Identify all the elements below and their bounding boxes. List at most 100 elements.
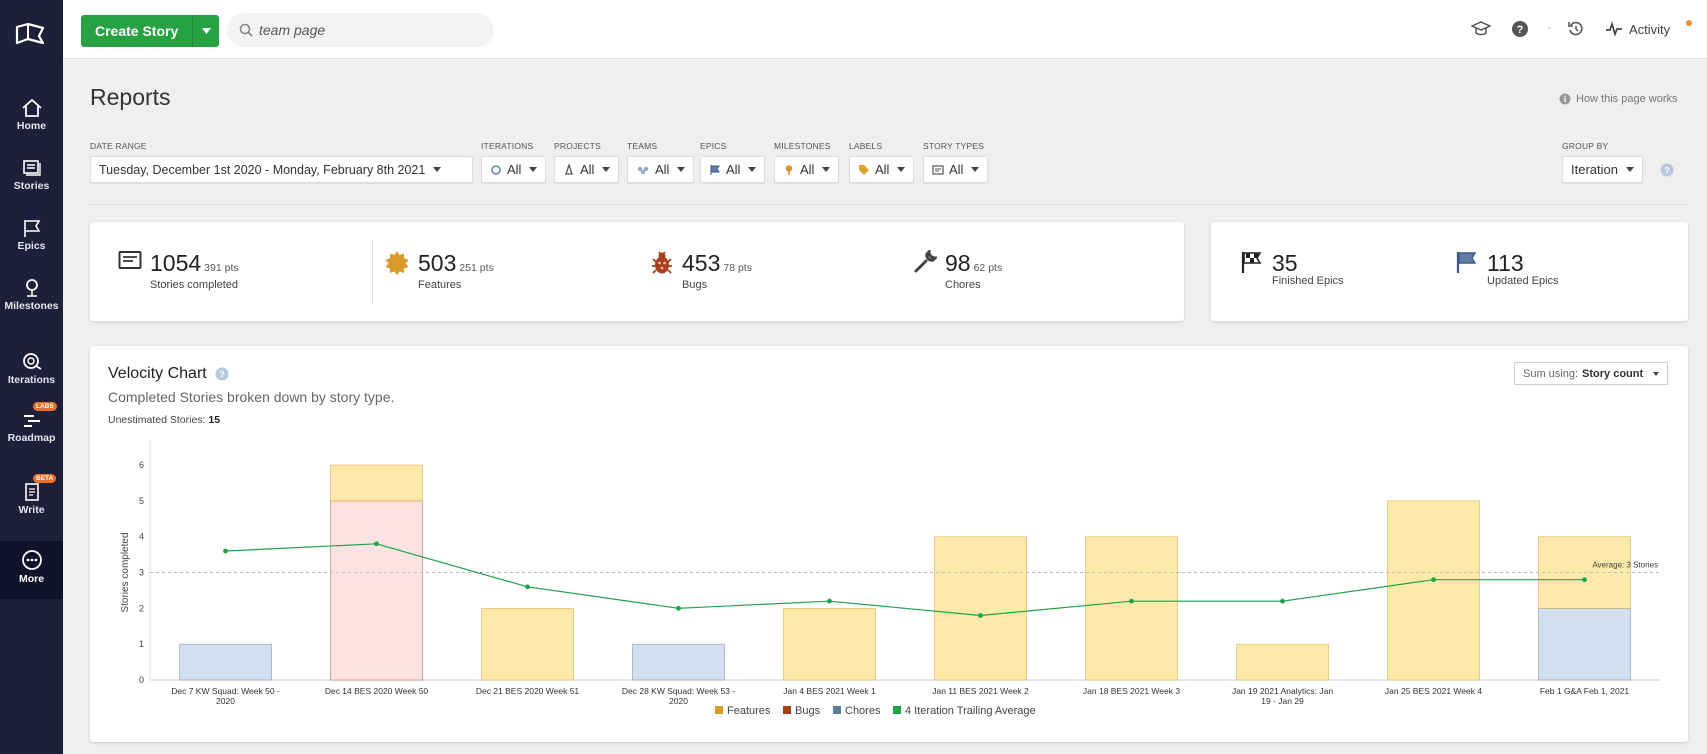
svg-text:?: ? <box>219 370 225 380</box>
chore-bar <box>179 643 272 681</box>
bugs-count: 453 <box>682 250 721 276</box>
date-range-select[interactable]: Tuesday, December 1st 2020 - Monday, Feb… <box>90 156 473 183</box>
sidebar-item-home[interactable]: Home <box>0 90 63 150</box>
activity-label: Activity <box>1629 21 1671 37</box>
iterations-filter-label: ITERATIONS <box>481 141 534 151</box>
search-input[interactable] <box>259 20 479 40</box>
velocity-chart-title-text: Velocity Chart <box>108 365 207 382</box>
y-tick-label: 1 <box>139 639 144 649</box>
sidebar-item-label: Roadmap <box>7 432 56 444</box>
sidebar-item-more[interactable]: More <box>0 541 63 599</box>
sidebar-item-label: Write <box>18 504 45 516</box>
create-story-dropdown-button[interactable] <box>192 15 219 47</box>
history-icon[interactable] <box>1567 20 1585 38</box>
group-by-select[interactable]: Iteration <box>1562 156 1643 183</box>
labels-filter-value: All <box>875 162 890 177</box>
group-by-label: GROUP BY <box>1562 141 1609 151</box>
sidebar-item-write[interactable]: BETA Write <box>0 474 63 534</box>
milestone-pin-icon <box>785 164 793 175</box>
average-label: Average: 3 Stories <box>1592 561 1658 570</box>
sidebar-item-epics[interactable]: Epics <box>0 210 63 270</box>
y-tick-label: 0 <box>139 675 144 685</box>
features-count: 503 <box>418 250 457 276</box>
search-icon <box>239 23 253 37</box>
chevron-down-icon <box>201 28 211 34</box>
trailing-average-point <box>374 541 379 547</box>
teams-filter-label: TEAMS <box>627 141 658 151</box>
wrench-icon <box>914 250 937 273</box>
sum-using-select[interactable]: Sum using: Story count <box>1514 362 1669 385</box>
sidebar-item-roadmap[interactable]: LABS Roadmap <box>0 402 63 462</box>
group-by-value: Iteration <box>1571 162 1618 177</box>
chore-bar <box>632 643 725 681</box>
iterations-filter[interactable]: All <box>481 156 547 183</box>
trailing-average-point <box>1582 577 1587 583</box>
svg-text:?: ? <box>1664 166 1670 176</box>
shortcut-logo-icon[interactable] <box>14 22 46 48</box>
how-page-works-label[interactable]: How this page works <box>1576 93 1678 105</box>
x-tick-label: Dec 21 BES 2020 Week 51 <box>476 686 580 696</box>
sidebar: Home Stories Epics Milestones Iterations… <box>0 0 63 754</box>
trailing-average-point <box>1431 577 1436 583</box>
activity-button[interactable]: Activity <box>1605 20 1692 37</box>
svg-text:?: ? <box>1517 24 1524 36</box>
bugs-stat: 453 78 pts Bugs <box>650 250 752 291</box>
y-tick-label: 6 <box>139 460 144 470</box>
unestimated-stories: Unestimated Stories: 15 <box>108 414 220 426</box>
velocity-help-icon[interactable]: ? <box>215 367 229 381</box>
create-story-button[interactable]: Create Story <box>81 15 220 47</box>
write-icon <box>24 483 39 501</box>
stats-separator <box>372 240 373 304</box>
legend-label: Chores <box>845 705 881 717</box>
sidebar-item-iterations[interactable]: Iterations <box>0 342 63 402</box>
teams-filter[interactable]: All <box>627 156 695 183</box>
trailing-average-point <box>525 584 530 590</box>
epics-filter[interactable]: All <box>700 156 766 183</box>
story-types-filter[interactable]: All <box>923 156 989 183</box>
x-tick-label: Jan 19 2021 Analytics: Jan <box>1232 686 1333 696</box>
trailing-average-point <box>978 613 983 618</box>
labels-filter[interactable]: All <box>849 156 915 183</box>
feature-bar <box>481 607 574 681</box>
label-tag-icon <box>859 164 869 175</box>
milestones-filter-value: All <box>800 162 815 177</box>
labels-filter-label: LABELS <box>849 141 883 151</box>
chores-stat: 98 62 pts Chores <box>913 250 1002 291</box>
velocity-chart-subtitle: Completed Stories broken down by story t… <box>108 389 395 405</box>
epics-icon <box>23 220 40 237</box>
iterations-filter-value: All <box>507 162 522 177</box>
create-story-label[interactable]: Create Story <box>95 23 179 39</box>
how-page-works-link[interactable]: How this page works <box>1559 93 1678 105</box>
sidebar-item-label: Milestones <box>4 300 59 312</box>
sidebar-item-milestones[interactable]: Milestones <box>0 270 63 330</box>
x-tick-label: 2020 <box>669 696 688 706</box>
finished-epics-stat: 35 Finished Epics <box>1240 250 1344 287</box>
trailing-average-point <box>827 598 832 604</box>
legend-swatch <box>783 706 791 714</box>
legend-label: 4 Iteration Trailing Average <box>905 705 1036 717</box>
home-icon <box>21 98 42 117</box>
sum-using-value: Story count <box>1582 367 1644 380</box>
x-tick-label: 2020 <box>216 696 235 706</box>
x-tick-label: Jan 25 BES 2021 Week 4 <box>1385 686 1482 696</box>
milestones-filter[interactable]: All <box>774 156 840 183</box>
chore-bar <box>1538 607 1631 681</box>
updated-epics-count: 113 <box>1487 250 1524 276</box>
feature-bar <box>330 464 423 502</box>
x-tick-label: Jan 11 BES 2021 Week 2 <box>932 686 1029 696</box>
sidebar-item-stories[interactable]: Stories <box>0 150 63 210</box>
projects-filter[interactable]: All <box>554 156 620 183</box>
search-box[interactable] <box>227 13 494 47</box>
y-axis-title: Stories completed <box>120 532 131 612</box>
group-by-help-icon[interactable]: ? <box>1660 163 1674 177</box>
graduation-cap-icon[interactable] <box>1471 20 1491 38</box>
unestimated-stories-label: Unestimated Stories: <box>108 414 206 426</box>
roadmap-icon <box>23 415 40 427</box>
caret-down-icon <box>748 167 757 172</box>
caret-down-icon <box>1625 167 1634 172</box>
trailing-average-line <box>225 543 1585 617</box>
separator-dot: · <box>1547 19 1552 35</box>
updated-epics-stat: 113 Updated Epics <box>1455 250 1559 287</box>
help-icon[interactable]: ? <box>1511 20 1529 38</box>
trailing-average-point <box>1129 598 1134 604</box>
